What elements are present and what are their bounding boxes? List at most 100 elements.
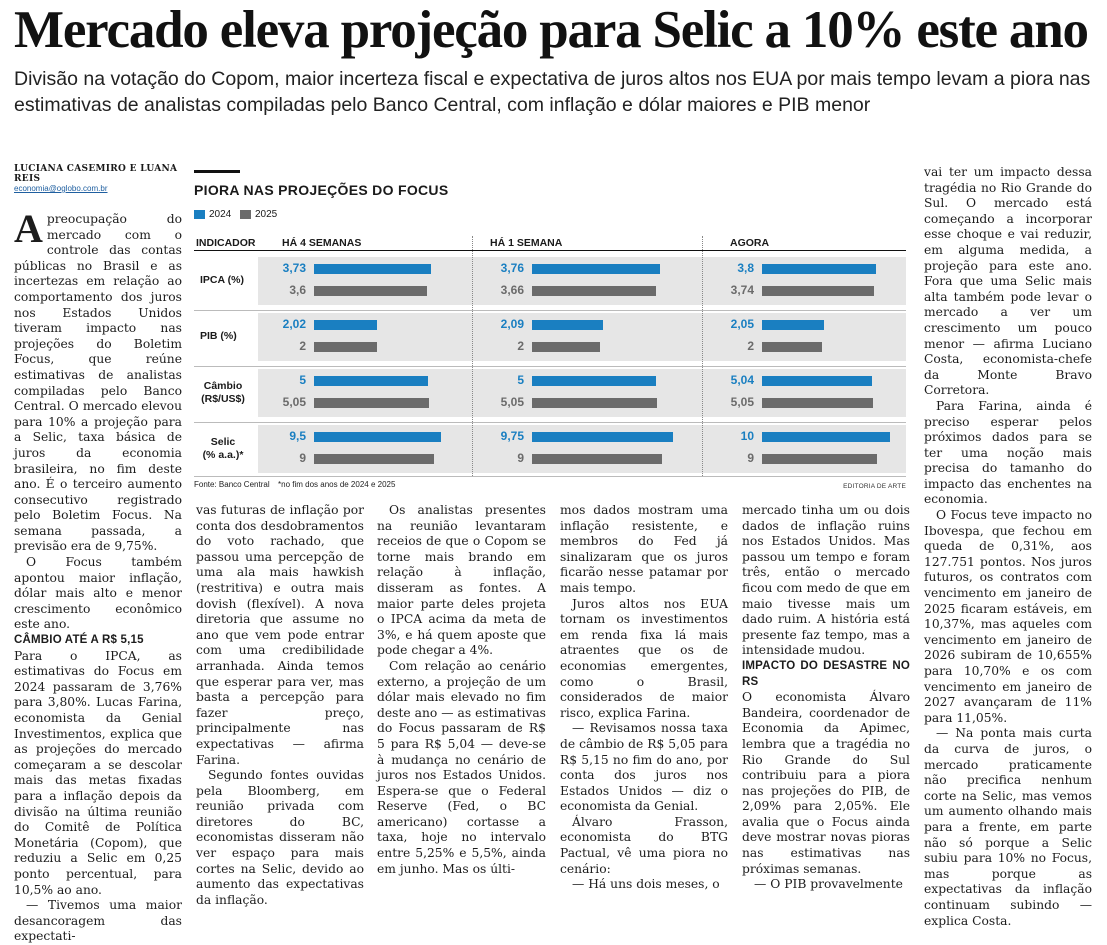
chart-bottom-rule	[194, 476, 906, 477]
value-2024: 3,76	[500, 261, 524, 275]
header-indicator: INDICADOR	[196, 237, 256, 249]
byline-authors: LUCIANA CASEMIRO E LUANA REIS	[14, 164, 178, 184]
value-2024: 3,73	[282, 261, 306, 275]
value-2025: 2	[517, 339, 524, 353]
legend-2025: 2025	[240, 209, 277, 220]
value-2025: 5,05	[500, 395, 524, 409]
bar-2024	[532, 264, 660, 274]
column-3: Os analistas presentes na reunião levant…	[377, 503, 546, 877]
bar-2024	[762, 320, 824, 330]
bar-2025	[762, 286, 875, 296]
chart-row-divider	[194, 366, 906, 367]
value-2025: 2	[747, 339, 754, 353]
bar-2025	[314, 398, 430, 408]
bar-2025	[762, 454, 877, 464]
bar-2025	[314, 286, 427, 296]
value-2025: 9	[299, 451, 306, 465]
value-2024: 3,8	[737, 261, 754, 275]
bar-2025	[532, 286, 657, 296]
paragraph: Com relação ao cenário externo, a projeç…	[377, 658, 546, 876]
value-2024: 5	[299, 373, 306, 387]
dek: Divisão na votação do Copom, maior incer…	[14, 68, 1091, 116]
paragraph: — Na ponta mais curta da curva de juros,…	[924, 726, 1092, 928]
paragraph: Álvaro Frasson, economista do BTG Pactua…	[560, 814, 728, 876]
period-divider	[472, 236, 473, 476]
paragraph: O economista Álvaro Bandeira, coordenado…	[742, 690, 910, 876]
bar-2025	[762, 342, 822, 352]
indicator-label: Câmbio (R$/US$)	[200, 380, 246, 406]
paragraph: Segundo fontes ouvidas pela Bloomberg, e…	[196, 768, 364, 907]
value-2024: 9,75	[500, 429, 524, 443]
value-2024: 5	[517, 373, 524, 387]
paragraph: — O PIB provavelmente	[754, 877, 903, 892]
bar-2024	[314, 432, 441, 442]
byline-email[interactable]: economia@oglobo.com.br	[14, 184, 108, 193]
bar-2024	[762, 432, 890, 442]
bar-2024	[532, 432, 673, 442]
bar-2025	[314, 342, 377, 352]
indicator-label: Selic (% a.a.)*	[200, 436, 246, 462]
value-2025: 9	[517, 451, 524, 465]
paragraph: Para Farina, ainda é preciso esperar pel…	[924, 398, 1092, 507]
bar-2024	[762, 376, 873, 386]
legend-label-2025: 2025	[255, 209, 278, 220]
drop-cap: A	[14, 206, 43, 251]
header-period-1: HÁ 4 SEMANAS	[282, 237, 362, 249]
bar-2025	[532, 342, 600, 352]
chart-title: PIORA NAS PROJEÇÕES DO FOCUS	[194, 182, 449, 198]
indicator-label-line: (% a.a.)*	[202, 449, 244, 461]
indicator-label-line: IPCA (%)	[200, 274, 244, 286]
bar-2025	[314, 454, 434, 464]
bar-2024	[314, 320, 378, 330]
value-2025: 3,66	[500, 283, 524, 297]
bar-2024	[532, 320, 603, 330]
bar-2024	[762, 264, 876, 274]
legend-label-2024: 2024	[209, 209, 232, 220]
value-2025: 3,74	[730, 283, 754, 297]
paragraph: Juros altos nos EUA tornam os investimen…	[560, 596, 728, 720]
paragraph: Os analistas presentes na reunião levant…	[377, 503, 546, 658]
value-2024: 5,04	[730, 373, 754, 387]
indicator-label: IPCA (%)	[200, 274, 244, 287]
value-2025: 2	[299, 339, 306, 353]
paragraph: — Há uns dois meses, o	[572, 877, 720, 892]
paragraph: mercado tinha um ou dois dados de inflaç…	[742, 503, 910, 658]
chart-row-divider	[194, 422, 906, 423]
bar-2025	[532, 454, 662, 464]
subheading-impacto: IMPACTO DO DESASTRE NO RS	[742, 659, 910, 688]
column-4: mos dados mostram uma inflação resistent…	[560, 503, 728, 893]
paragraph: O Focus teve impacto no Ibovespa, que fe…	[924, 508, 1092, 725]
chart-source: Fonte: Banco Central	[194, 480, 270, 489]
paragraph: — Tivemos uma maior desancoragem das exp…	[14, 898, 182, 944]
value-2024: 10	[740, 429, 754, 443]
chart-row-divider	[194, 310, 906, 311]
paragraph: mos dados mostram uma inflação resistent…	[560, 503, 728, 595]
paragraph: — Revisamos nossa taxa de câmbio de R$ 5…	[560, 721, 728, 814]
bar-2025	[762, 398, 873, 408]
header-period-3: AGORA	[730, 237, 770, 249]
value-2025: 5,05	[282, 395, 306, 409]
byline: LUCIANA CASEMIRO E LUANA REIS economia@o…	[14, 164, 194, 193]
indicator-label-line: Selic	[210, 436, 236, 448]
bar-2024	[314, 376, 429, 386]
paragraph: O Focus também apontou maior inflação, d…	[14, 555, 182, 632]
indicator-label-line: PIB (%)	[200, 330, 237, 342]
paragraph: Para o IPCA, as estimativas do Focus em …	[14, 648, 182, 897]
column-6: vai ter um impacto dessa tragédia no Rio…	[924, 165, 1092, 929]
paragraph: vas futuras de inflação por conta dos de…	[196, 503, 364, 767]
chart-note: *no fim dos anos de 2024 e 2025	[278, 480, 396, 489]
value-2024: 2,05	[730, 317, 754, 331]
chart-header-rule	[194, 250, 906, 251]
value-2025: 5,05	[730, 395, 754, 409]
period-divider	[702, 236, 703, 476]
indicator-label: PIB (%)	[200, 330, 237, 343]
legend-2024: 2024	[194, 209, 231, 220]
chart-rule	[194, 170, 240, 173]
headline: Mercado eleva projeção para Selic a 10% …	[14, 1, 1089, 59]
value-2024: 2,09	[500, 317, 524, 331]
legend-swatch-2025	[240, 210, 251, 219]
chart-credit: EDITORIA DE ARTE	[843, 483, 906, 490]
subheading-cambio: CÂMBIO ATÉ A R$ 5,15	[14, 634, 144, 647]
